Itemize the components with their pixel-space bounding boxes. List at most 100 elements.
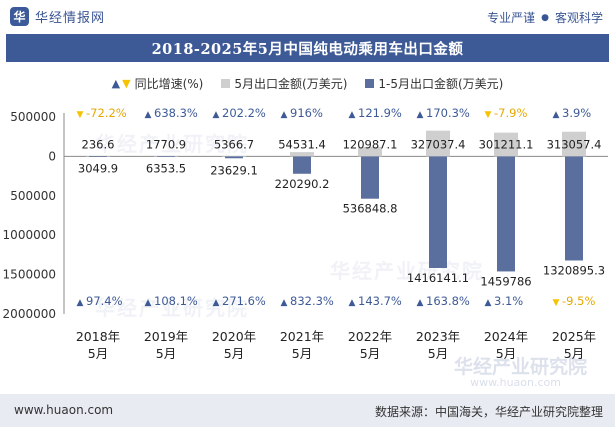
data-label-jan-may: 1320895.3 bbox=[543, 263, 605, 277]
growth-label-may: 170.3% bbox=[426, 106, 470, 120]
legend-jan-may-label: 1-5月出口金额(万美元) bbox=[378, 76, 504, 91]
x-tick-label: 2023年 bbox=[416, 329, 460, 344]
y-tick-label: 1500000 bbox=[3, 268, 56, 282]
growth-label-may: 3.9% bbox=[562, 106, 591, 120]
growth-label-jan-may: 832.3% bbox=[290, 294, 334, 308]
growth-label-may: -72.2% bbox=[86, 106, 127, 120]
legend-growth: ▲ ▼ 同比增速(%) bbox=[112, 72, 204, 94]
growth-up-icon: ▲ bbox=[553, 110, 560, 120]
x-tick-label: 5月 bbox=[224, 346, 244, 361]
growth-label-jan-may: 271.6% bbox=[222, 294, 266, 308]
bar-jan-may bbox=[293, 156, 311, 174]
legend-swatch-jan-may bbox=[365, 78, 375, 88]
data-label-jan-may: 23629.1 bbox=[210, 163, 258, 177]
x-tick-label: 5月 bbox=[428, 346, 448, 361]
data-label-jan-may: 3049.9 bbox=[78, 161, 118, 175]
growth-label-may: 916% bbox=[290, 106, 323, 120]
tagline-right: 客观科学 bbox=[554, 11, 603, 25]
growth-down-icon: ▼ bbox=[553, 298, 560, 308]
data-label-may: 54531.4 bbox=[278, 137, 326, 151]
growth-label-may: 121.9% bbox=[358, 106, 402, 120]
brand-name: 华经情报网 bbox=[35, 11, 106, 26]
bar-may bbox=[562, 131, 586, 157]
data-label-may: 1770.9 bbox=[146, 137, 186, 151]
data-label-may: 313057.4 bbox=[547, 137, 602, 151]
chart-svg: 500000 0 500000 1000000 1500000 2000000 236.6 3… bbox=[3, 106, 608, 361]
bar-jan-may bbox=[89, 156, 107, 157]
data-label-jan-may: 6353.5 bbox=[146, 161, 186, 175]
growth-up-icon: ▲ bbox=[77, 298, 84, 308]
triangle-up-icon: ▲ bbox=[111, 76, 121, 90]
data-label-jan-may: 1416141.1 bbox=[407, 271, 469, 285]
y-tick-label: 500000 bbox=[10, 189, 56, 203]
x-tick-label: 5月 bbox=[292, 346, 312, 361]
data-label-may: 301211.1 bbox=[479, 137, 534, 151]
growth-up-icon: ▲ bbox=[417, 110, 424, 120]
bar-may bbox=[358, 146, 382, 157]
x-tick-label: 5月 bbox=[564, 346, 584, 361]
y-tick-label: 1000000 bbox=[3, 228, 56, 242]
growth-label-jan-may: 97.4% bbox=[86, 294, 123, 308]
footer-website: www.huaon.com bbox=[14, 403, 114, 417]
growth-up-icon: ▲ bbox=[145, 298, 152, 308]
x-tick-label: 2021年 bbox=[280, 329, 324, 344]
x-tick-label: 2022年 bbox=[348, 329, 392, 344]
bar-may bbox=[222, 155, 246, 157]
growth-up-icon: ▲ bbox=[281, 110, 288, 120]
growth-up-icon: ▲ bbox=[349, 110, 356, 120]
x-tick-label: 2019年 bbox=[144, 329, 188, 344]
y-tick-label: 2000000 bbox=[3, 307, 56, 321]
bar-jan-may bbox=[497, 156, 515, 272]
legend-may-label: 5月出口金额(万美元) bbox=[234, 76, 348, 91]
growth-label-jan-may: 108.1% bbox=[154, 294, 198, 308]
bar-jan-may bbox=[429, 156, 447, 268]
growth-up-icon: ▲ bbox=[485, 298, 492, 308]
growth-label-may: -7.9% bbox=[494, 106, 527, 120]
growth-down-icon: ▼ bbox=[485, 110, 492, 120]
footer-source: 数据来源：中国海关，华经产业研究院整理 bbox=[374, 405, 603, 419]
growth-label-may: 638.3% bbox=[154, 106, 198, 120]
data-label-may: 120987.1 bbox=[343, 137, 398, 151]
growth-label-jan-may: -9.5% bbox=[562, 294, 595, 308]
legend: ▲ ▼ 同比增速(%) 5月出口金额(万美元) 1-5月出口金额(万美元) bbox=[0, 72, 615, 94]
data-label-may: 327037.4 bbox=[411, 137, 466, 151]
growth-up-icon: ▲ bbox=[281, 298, 288, 308]
growth-label-jan-may: 163.8% bbox=[426, 294, 470, 308]
growth-label-may: 202.2% bbox=[222, 106, 266, 120]
x-tick-label: 2025年 bbox=[552, 329, 596, 344]
x-tick-label: 5月 bbox=[156, 346, 176, 361]
y-tick-label: 0 bbox=[48, 149, 56, 163]
data-label-may: 236.6 bbox=[82, 137, 115, 151]
bar-jan-may bbox=[225, 156, 243, 159]
growth-up-icon: ▲ bbox=[145, 110, 152, 120]
bar-may bbox=[426, 130, 450, 157]
x-tick-label: 5月 bbox=[496, 346, 516, 361]
brand-logo-icon: 华 bbox=[10, 7, 29, 26]
growth-down-icon: ▼ bbox=[77, 110, 84, 120]
growth-up-icon: ▲ bbox=[213, 298, 220, 308]
growth-up-icon: ▲ bbox=[349, 298, 356, 308]
growth-label-jan-may: 143.7% bbox=[358, 294, 402, 308]
legend-growth-label: 同比增速(%) bbox=[134, 76, 204, 91]
watermark-url: www.huaon.com bbox=[470, 376, 561, 389]
x-tick-label: 2018年 bbox=[76, 329, 120, 344]
x-tick-label: 5月 bbox=[360, 346, 380, 361]
chart-title: 2018-2025年5月中国纯电动乘用车出口金额 bbox=[6, 34, 609, 62]
growth-label-jan-may: 3.1% bbox=[494, 294, 523, 308]
y-tick-label: 500000 bbox=[10, 110, 56, 124]
data-label-jan-may: 220290.2 bbox=[275, 177, 330, 191]
data-label-may: 5366.7 bbox=[214, 137, 254, 151]
legend-jan-may: 1-5月出口金额(万美元) bbox=[365, 72, 503, 94]
x-tick-label: 2024年 bbox=[484, 329, 528, 344]
bar-may bbox=[290, 152, 314, 157]
legend-may: 5月出口金额(万美元) bbox=[221, 72, 347, 94]
bar-may bbox=[494, 132, 518, 157]
watermark-brand: 华经产业研究院 bbox=[453, 356, 587, 378]
x-tick-label: 5月 bbox=[88, 346, 108, 361]
x-tick-label: 2020年 bbox=[212, 329, 256, 344]
bar-jan-may bbox=[157, 156, 175, 157]
tagline: 专业严谨 ● 客观科学 bbox=[487, 9, 603, 26]
tagline-dot-icon: ● bbox=[541, 12, 549, 23]
tagline-left: 专业严谨 bbox=[487, 11, 536, 25]
legend-swatch-may bbox=[221, 78, 231, 88]
